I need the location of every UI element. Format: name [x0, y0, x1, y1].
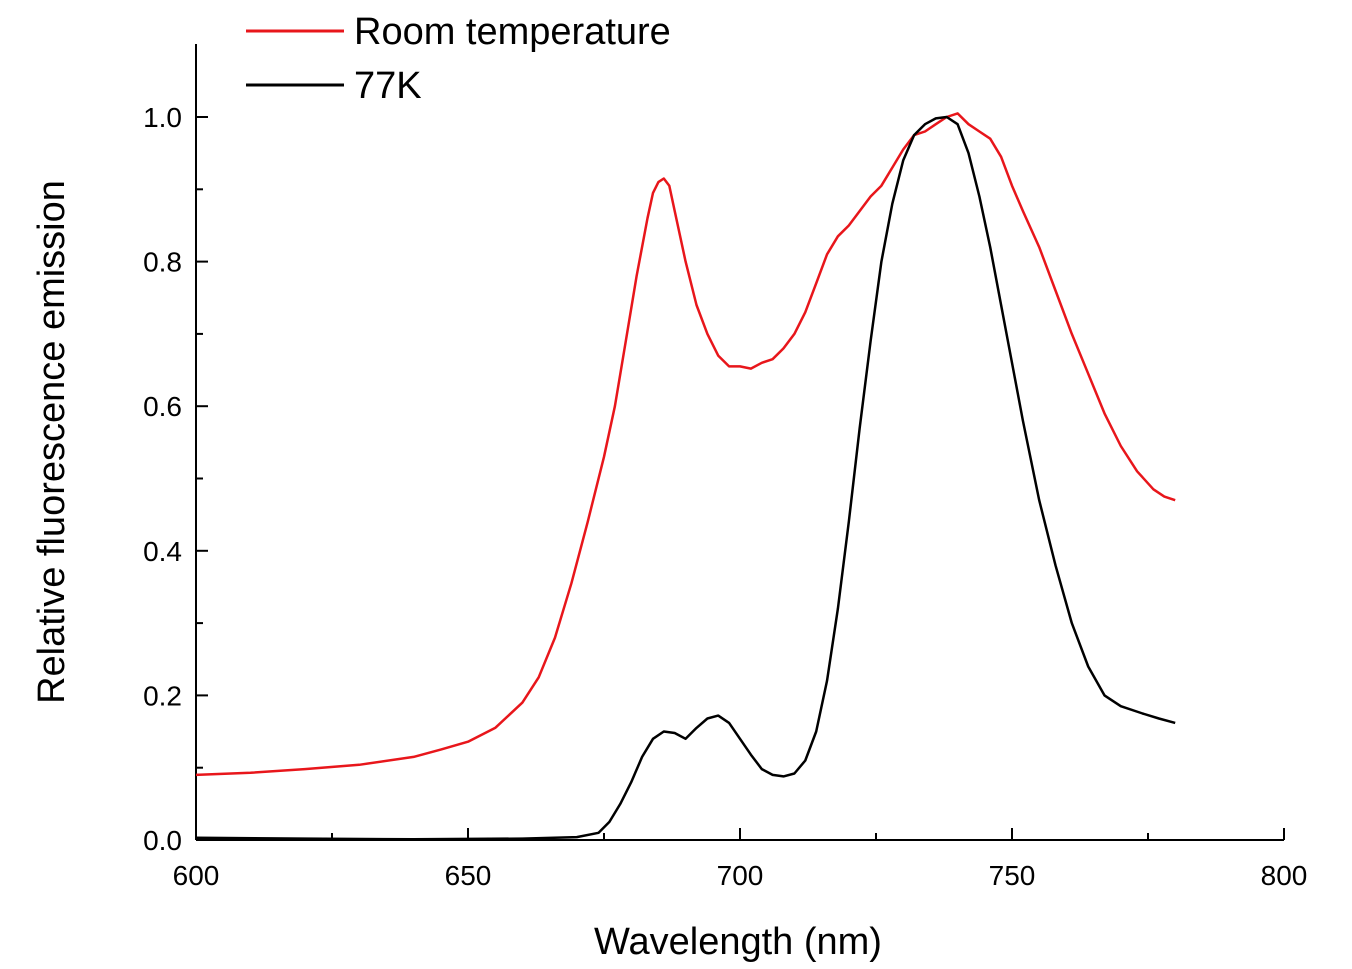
y-tick-label: 0.6: [143, 391, 182, 422]
x-axis-title: Wavelength (nm): [594, 921, 882, 963]
x-tick-label: 800: [1261, 860, 1308, 891]
axes: [195, 44, 1284, 841]
y-axis-title: Relative fluorescence emission: [31, 180, 73, 704]
x-ticks: 600 650 700 750 800: [173, 828, 1308, 891]
y-ticks: 0.0 0.2 0.4 0.6 0.8 1.0: [143, 102, 208, 856]
y-tick-label: 0.2: [143, 680, 182, 711]
y-tick-label: 0.8: [143, 247, 182, 278]
y-tick-label: 0.4: [143, 536, 182, 567]
y-tick-label: 1.0: [143, 102, 182, 133]
x-tick-label: 650: [445, 860, 492, 891]
legend-label-room-temperature: Room temperature: [354, 11, 671, 53]
y-tick-label: 0.0: [143, 825, 182, 856]
series-line-room-temperature: [195, 112, 1176, 777]
series-layer: [195, 112, 1176, 841]
x-tick-label: 700: [717, 860, 764, 891]
legend-label-77k: 77K: [354, 65, 422, 107]
legend: Room temperature 77K: [246, 11, 671, 107]
series-line-77k: [195, 115, 1176, 841]
x-tick-label: 750: [989, 860, 1036, 891]
x-tick-label: 600: [173, 860, 220, 891]
